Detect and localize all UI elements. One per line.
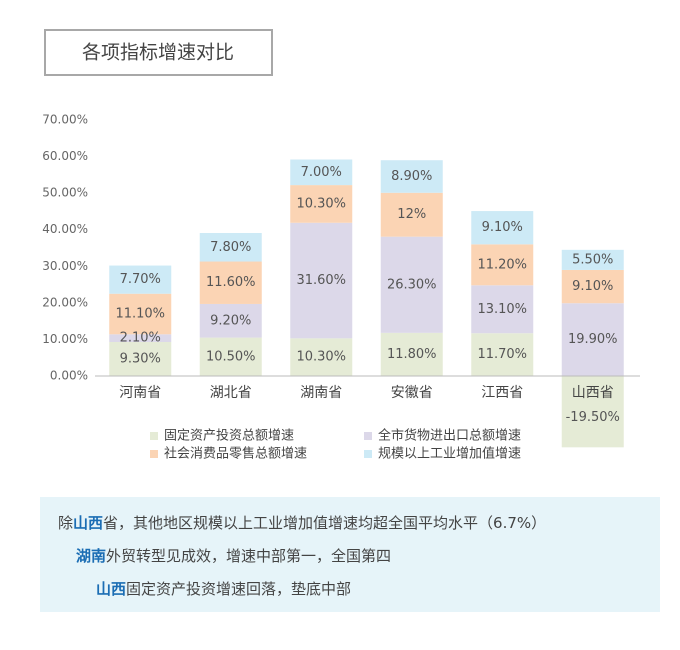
note-line: 湖南外贸转型见成效，增速中部第一，全国第四 <box>76 547 391 565</box>
value-label: 11.80% <box>387 347 437 362</box>
y-tick-label: 40.00% <box>42 222 88 236</box>
value-label: 7.00% <box>301 165 342 180</box>
chart-title: 各项指标增速对比 <box>82 42 234 64</box>
value-label: 19.90% <box>568 332 618 347</box>
note-text: 湖南 <box>76 547 106 565</box>
note-line: 除山西省，其他地区规模以上工业增加值增速均超全国平均水平（6.7%） <box>58 514 546 532</box>
value-label: 11.10% <box>115 307 165 322</box>
x-tick-label: 江西省 <box>481 385 523 401</box>
bar-segment <box>290 159 353 186</box>
y-tick-label: 60.00% <box>42 149 88 163</box>
bar-segment <box>109 341 172 376</box>
x-tick-label: 河南省 <box>119 385 161 401</box>
bar-segment <box>109 334 172 342</box>
x-tick-label: 安徽省 <box>391 385 433 401</box>
y-tick-label: 50.00% <box>42 186 88 200</box>
bar-segment <box>561 249 624 270</box>
notes-box <box>40 497 660 612</box>
bar-segment <box>290 222 353 339</box>
value-label: 2.10% <box>120 331 161 346</box>
value-label: 26.30% <box>387 277 437 292</box>
value-label: 13.10% <box>477 302 527 317</box>
bar-segment <box>109 293 172 335</box>
legend-label: 规模以上工业增加值增速 <box>378 446 521 462</box>
bar-segment <box>561 303 624 376</box>
bar-segment <box>199 303 262 338</box>
value-label: 10.30% <box>296 196 346 211</box>
value-label: 12% <box>397 207 426 222</box>
legend-label: 社会消费品零售总额增速 <box>164 446 307 462</box>
bar-segment <box>561 376 624 448</box>
note-text: 山西 <box>73 514 103 532</box>
value-label: 11.70% <box>477 347 527 362</box>
legend-label: 全市货物进出口总额增速 <box>378 428 521 444</box>
bar-segment <box>471 285 534 334</box>
note-text: 省，其他地区规模以上工业增加值增速均超全国平均水平（6.7%） <box>103 514 546 532</box>
legend-swatch <box>150 432 158 440</box>
value-label: 7.80% <box>210 240 251 255</box>
y-tick-label: 70.00% <box>42 113 88 127</box>
value-label: 11.60% <box>206 275 256 290</box>
value-label: -19.50% <box>566 410 620 425</box>
bar-segment <box>199 233 262 262</box>
bar-segment <box>290 185 353 223</box>
legend-swatch <box>150 450 158 458</box>
note-text: 固定资产投资增速回落，垫底中部 <box>126 580 351 598</box>
x-tick-label: 湖南省 <box>300 385 342 401</box>
note-text: 外贸转型见成效，增速中部第一，全国第四 <box>106 547 391 565</box>
bar-segment <box>199 337 262 376</box>
x-tick-label: 山西省 <box>572 385 614 401</box>
bar-segment <box>380 192 443 237</box>
x-tick-label: 湖北省 <box>210 385 252 401</box>
bar-segment <box>471 211 534 245</box>
bar-segment <box>380 332 443 376</box>
bar-segment <box>290 338 353 376</box>
note-text: 除 <box>58 514 73 532</box>
bar-segment <box>471 333 534 376</box>
legend-swatch <box>364 432 372 440</box>
value-label: 5.50% <box>572 252 613 267</box>
value-label: 9.10% <box>572 279 613 294</box>
note-text: 山西 <box>96 580 126 598</box>
legend-label: 固定资产投资总额增速 <box>164 428 294 444</box>
title-box <box>44 29 273 76</box>
value-label: 8.90% <box>391 169 432 184</box>
y-tick-label: 20.00% <box>42 295 88 309</box>
value-label: 9.30% <box>120 351 161 366</box>
bar-segment <box>471 244 534 286</box>
value-label: 9.20% <box>210 313 251 328</box>
bar-segment <box>109 265 172 294</box>
value-label: 31.60% <box>296 273 346 288</box>
bar-segment <box>199 261 262 304</box>
note-line: 山西固定资产投资增速回落，垫底中部 <box>96 580 351 598</box>
bar-segment <box>561 269 624 304</box>
value-label: 7.70% <box>120 272 161 287</box>
value-label: 10.30% <box>296 350 346 365</box>
legend-swatch <box>364 450 372 458</box>
value-label: 11.20% <box>477 257 527 272</box>
y-tick-label: 30.00% <box>42 259 88 273</box>
y-tick-label: 10.00% <box>42 332 88 346</box>
y-tick-label: 0.00% <box>50 369 88 383</box>
bar-segment <box>380 236 443 333</box>
value-label: 9.10% <box>482 220 523 235</box>
bar-segment <box>380 160 443 193</box>
value-label: 10.50% <box>206 349 256 364</box>
